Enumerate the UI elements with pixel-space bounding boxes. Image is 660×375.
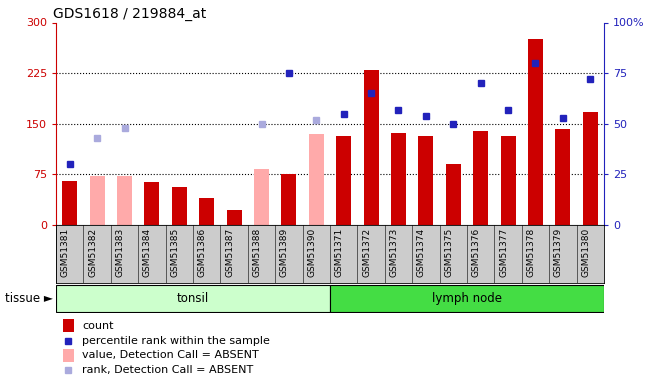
Bar	[254, 169, 269, 225]
Text: GSM51376: GSM51376	[472, 228, 480, 277]
Bar	[473, 130, 488, 225]
Bar	[500, 136, 515, 225]
FancyBboxPatch shape	[56, 285, 330, 312]
Bar	[446, 164, 461, 225]
Text: GSM51382: GSM51382	[88, 228, 97, 277]
Text: GSM51384: GSM51384	[143, 228, 152, 277]
Text: GSM51374: GSM51374	[417, 228, 426, 277]
Bar	[117, 176, 132, 225]
Text: count: count	[82, 321, 114, 331]
Bar	[90, 176, 105, 225]
Bar	[172, 186, 187, 225]
Text: GSM51377: GSM51377	[499, 228, 508, 277]
Bar	[391, 132, 406, 225]
Text: GSM51380: GSM51380	[581, 228, 590, 277]
Text: GSM51385: GSM51385	[170, 228, 180, 277]
Bar	[63, 349, 74, 362]
Text: GSM51373: GSM51373	[389, 228, 399, 277]
Text: value, Detection Call = ABSENT: value, Detection Call = ABSENT	[82, 350, 259, 360]
Text: GSM51387: GSM51387	[225, 228, 234, 277]
Bar	[583, 112, 598, 225]
Bar	[281, 174, 296, 225]
Bar	[199, 198, 214, 225]
Text: GSM51388: GSM51388	[253, 228, 261, 277]
Text: rank, Detection Call = ABSENT: rank, Detection Call = ABSENT	[82, 365, 253, 375]
Text: GSM51390: GSM51390	[308, 228, 316, 277]
Text: GSM51375: GSM51375	[444, 228, 453, 277]
Text: GSM51386: GSM51386	[198, 228, 207, 277]
Bar	[62, 181, 77, 225]
Bar	[364, 70, 379, 225]
Text: lymph node: lymph node	[432, 292, 502, 304]
Text: GSM51371: GSM51371	[335, 228, 344, 277]
Text: GSM51372: GSM51372	[362, 228, 371, 277]
Text: GSM51381: GSM51381	[61, 228, 70, 277]
Bar	[555, 129, 570, 225]
Bar	[226, 210, 242, 225]
Text: GDS1618 / 219884_at: GDS1618 / 219884_at	[53, 8, 207, 21]
Bar	[528, 39, 543, 225]
Text: GSM51383: GSM51383	[115, 228, 125, 277]
Text: GSM51379: GSM51379	[554, 228, 563, 277]
Bar	[63, 319, 74, 332]
Bar	[336, 136, 351, 225]
Bar	[309, 134, 324, 225]
FancyBboxPatch shape	[330, 285, 604, 312]
Text: GSM51389: GSM51389	[280, 228, 289, 277]
Text: percentile rank within the sample: percentile rank within the sample	[82, 336, 270, 346]
Text: tonsil: tonsil	[177, 292, 209, 304]
Text: tissue ►: tissue ►	[5, 292, 53, 304]
Bar	[145, 183, 160, 225]
Bar	[418, 136, 434, 225]
Text: GSM51378: GSM51378	[527, 228, 535, 277]
